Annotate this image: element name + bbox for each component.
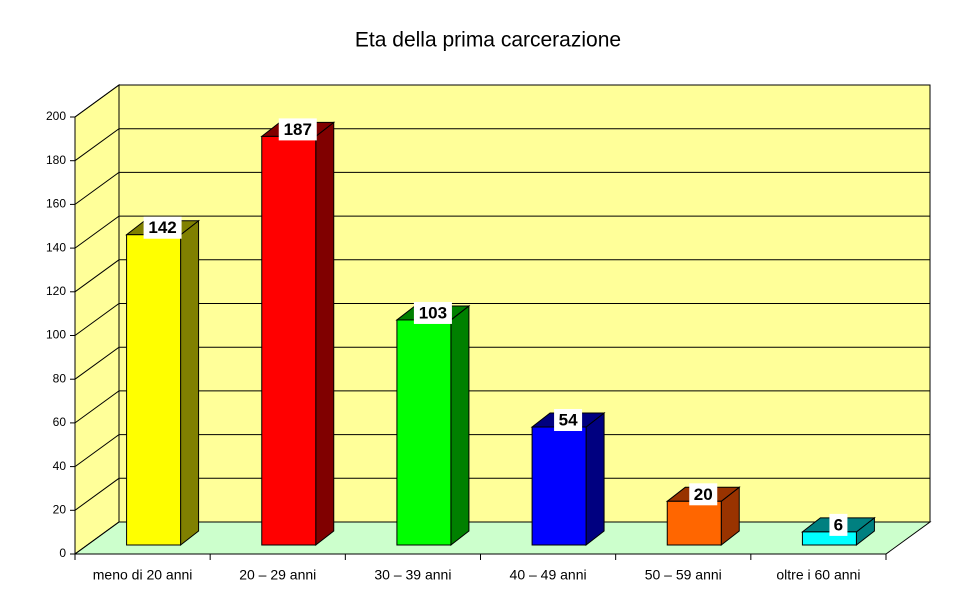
value-label-box bbox=[143, 216, 182, 239]
y-tick-label: 100 bbox=[46, 328, 66, 342]
bar bbox=[126, 234, 182, 546]
value-label-box bbox=[413, 301, 452, 324]
x-tick-label: 30 – 39 anni bbox=[374, 567, 451, 583]
y-tick-label: 140 bbox=[46, 240, 66, 254]
grid-line bbox=[74, 171, 930, 205]
bar bbox=[261, 135, 317, 546]
x-tick-label: 40 – 49 anni bbox=[510, 567, 587, 583]
value-label: 20 bbox=[694, 485, 713, 504]
x-tick-label: meno di 20 anni bbox=[93, 567, 193, 583]
bar bbox=[531, 426, 587, 546]
grid-line bbox=[74, 346, 930, 380]
bar-side bbox=[585, 411, 605, 547]
grid-line bbox=[74, 128, 930, 162]
value-label: 103 bbox=[419, 303, 447, 322]
grid-line bbox=[74, 215, 930, 249]
grid-line bbox=[74, 390, 930, 424]
value-label-box bbox=[689, 483, 718, 506]
grid-line bbox=[74, 434, 930, 468]
bar bbox=[666, 500, 722, 546]
grid-line bbox=[74, 303, 930, 336]
grid-line bbox=[74, 259, 930, 293]
value-label-box bbox=[829, 513, 848, 536]
value-label: 6 bbox=[834, 515, 843, 534]
y-tick-label: 200 bbox=[46, 109, 66, 123]
chart-title: Eta della prima carcerazione bbox=[355, 29, 621, 52]
grid-line bbox=[74, 521, 930, 555]
floor bbox=[73, 521, 932, 555]
y-tick-label: 0 bbox=[59, 546, 66, 560]
value-label: 142 bbox=[148, 218, 176, 237]
grid-line bbox=[74, 84, 930, 118]
bar-side bbox=[180, 219, 200, 547]
y-tick-label: 60 bbox=[53, 415, 67, 429]
bar-side bbox=[450, 304, 470, 547]
value-label: 54 bbox=[559, 410, 578, 429]
y-tick-label: 20 bbox=[53, 502, 67, 516]
value-label: 187 bbox=[284, 120, 312, 139]
value-label-box bbox=[278, 118, 317, 141]
bar-side bbox=[315, 121, 335, 547]
y-tick-label: 160 bbox=[46, 197, 66, 211]
bar bbox=[396, 319, 452, 546]
value-label-box bbox=[554, 409, 583, 432]
x-tick-label: oltre i 60 anni bbox=[776, 567, 860, 583]
y-tick-label: 80 bbox=[53, 371, 67, 385]
x-tick-label: 20 – 29 anni bbox=[239, 567, 316, 583]
y-tick-label: 180 bbox=[46, 153, 66, 167]
y-tick-label: 40 bbox=[53, 459, 67, 473]
grid-line bbox=[74, 477, 930, 511]
x-tick-label: 50 – 59 anni bbox=[645, 567, 722, 583]
y-tick-label: 120 bbox=[46, 284, 66, 298]
